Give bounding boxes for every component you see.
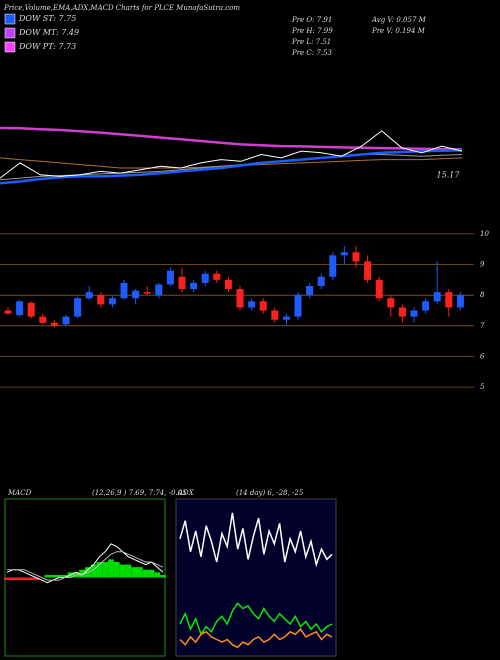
histogram-bar — [56, 574, 62, 578]
candle-body — [294, 295, 302, 317]
candle-body — [329, 255, 337, 277]
candle-body — [236, 289, 244, 308]
candle-body — [352, 252, 360, 262]
candle-body — [306, 285, 314, 296]
candle-body — [364, 261, 372, 280]
y-tick-label: 8 — [480, 291, 485, 299]
candle-body — [433, 292, 441, 302]
candle-body — [201, 273, 209, 283]
candle-body — [120, 282, 128, 299]
line-series — [179, 512, 333, 568]
line-series — [179, 628, 333, 649]
candle-body — [422, 301, 430, 311]
histogram-bar — [50, 574, 57, 578]
y-tick-label: 9 — [480, 261, 485, 269]
histogram-bar — [33, 577, 39, 581]
legend-label: DOW ST: 7.75 — [18, 14, 76, 23]
histogram-bar — [148, 569, 155, 578]
candle-body — [387, 298, 395, 308]
stat: Pre C: 7.53 — [291, 49, 332, 57]
candle-body — [271, 310, 279, 320]
histogram-bar — [125, 564, 132, 578]
histogram-bar — [142, 569, 149, 578]
y-tick-label: 6 — [480, 352, 485, 360]
panel-subtitle: (14 day) 6, -28, -25 — [236, 489, 304, 497]
stat: Pre O: 7.91 — [291, 16, 332, 24]
stat: Avg V: 0.057 M — [371, 16, 427, 24]
candle-body — [74, 298, 82, 317]
candle-body — [62, 316, 70, 325]
candle-body — [190, 282, 198, 290]
candle-body — [4, 310, 12, 314]
histogram-bar — [96, 562, 103, 578]
stat: Pre V: 0.194 M — [371, 27, 426, 35]
line-series — [179, 602, 333, 636]
candle-body — [143, 292, 151, 294]
candle-body — [445, 292, 453, 308]
line-series — [7, 551, 164, 581]
histogram-bar — [21, 577, 28, 581]
histogram-bar — [79, 569, 85, 578]
histogram-bar — [4, 577, 10, 581]
candle-body — [224, 279, 232, 290]
histogram-bar — [154, 572, 161, 578]
annotation: 15.17 — [437, 170, 461, 179]
histogram-bar — [119, 564, 126, 578]
candle-body — [410, 310, 418, 317]
histogram-bar — [61, 574, 68, 578]
line-series — [6, 543, 164, 584]
candle-body — [85, 292, 93, 299]
candle-body — [39, 316, 47, 323]
candle-body — [282, 316, 290, 320]
histogram-bar — [108, 559, 114, 578]
histogram-bar — [44, 574, 51, 578]
candle-body — [16, 301, 24, 316]
histogram-bar — [102, 562, 109, 578]
candle-body — [155, 284, 163, 296]
candle-body — [166, 270, 174, 285]
legend-label: DOW PT: 7.73 — [18, 42, 76, 51]
candle-body — [132, 290, 140, 299]
line-series — [0, 130, 463, 179]
candle-body — [456, 295, 464, 308]
panel-title: ADX — [177, 489, 195, 497]
histogram-bar — [131, 567, 137, 578]
candle-body — [317, 276, 325, 286]
candle-body — [97, 295, 105, 305]
histogram-bar — [113, 562, 120, 578]
line-series — [0, 126, 463, 151]
candle-body — [50, 322, 58, 326]
candle-body — [248, 301, 256, 308]
stat: Pre L: 7.51 — [291, 38, 331, 46]
histogram-bar — [90, 564, 97, 578]
candle-body — [375, 279, 383, 299]
legend-label: DOW MT: 7.49 — [18, 28, 79, 37]
legend-swatch — [4, 13, 16, 25]
candle-body — [178, 276, 186, 290]
histogram-bar — [160, 574, 166, 578]
legend-swatch — [4, 41, 16, 53]
line-series — [0, 149, 463, 185]
y-tick-label: 5 — [480, 383, 485, 391]
y-tick-label: 10 — [480, 230, 489, 238]
histogram-bar — [27, 577, 33, 581]
histogram-bar — [15, 577, 22, 581]
legend-swatch — [4, 27, 16, 39]
stat: Pre H: 7.99 — [291, 27, 333, 35]
panel-title: MACD — [7, 489, 32, 497]
panel-subtitle: (12,26,9 ) 7.69, 7.74, -0.05 — [92, 489, 187, 497]
candle-body — [108, 298, 116, 305]
candle-body — [259, 301, 267, 311]
chart-title: Price,Volume,EMA,ADX,MACD Charts for PLC… — [3, 4, 240, 12]
candle-body — [27, 302, 35, 317]
candle-body — [340, 252, 348, 256]
candle-body — [398, 307, 406, 317]
candle-body — [213, 273, 221, 280]
y-tick-label: 7 — [480, 322, 485, 330]
histogram-bar — [137, 567, 143, 578]
histogram-bar — [9, 577, 16, 581]
